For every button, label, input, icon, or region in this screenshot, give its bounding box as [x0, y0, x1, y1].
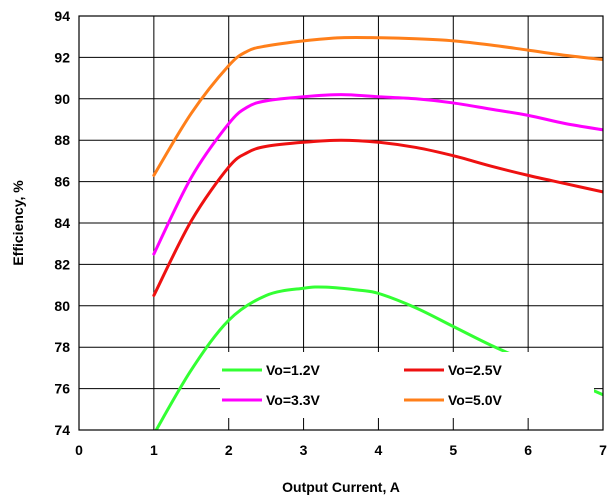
y-tick-label: 90 — [54, 91, 70, 107]
series-line-1 — [152, 138, 603, 297]
series-line-3 — [152, 35, 603, 177]
y-axis-title: Efficiency, % — [10, 180, 26, 266]
y-tick-label: 88 — [54, 132, 70, 148]
y-tick-label: 76 — [54, 381, 70, 397]
legend-background — [220, 352, 594, 418]
x-tick-label: 0 — [75, 442, 83, 458]
ticks-layer: 0 1 2 3 4 5 6 7 74 76 78 80 82 84 86 88 90 92 94 — [54, 8, 607, 458]
y-tick-label: 84 — [54, 215, 70, 231]
x-tick-label: 4 — [375, 442, 383, 458]
y-tick-label: 74 — [54, 422, 70, 438]
legend-label-1: Vo=2.5V — [448, 362, 502, 378]
plot-frame — [78, 15, 604, 431]
legend-label-3: Vo=5.0V — [448, 392, 502, 408]
legend: Vo=1.2V Vo=2.5V Vo=3.3V Vo=5.0V — [220, 352, 594, 418]
y-tick-label: 92 — [54, 49, 70, 65]
y-tick-label: 86 — [54, 174, 70, 190]
y-tick-label: 80 — [54, 298, 70, 314]
x-axis-title: Output Current, A — [282, 479, 400, 495]
y-tick-label: 78 — [54, 339, 70, 355]
y-tick-label: 82 — [54, 256, 70, 272]
x-tick-label: 5 — [449, 442, 457, 458]
x-tick-label: 2 — [225, 442, 233, 458]
y-tick-label: 94 — [54, 8, 70, 24]
legend-label-0: Vo=1.2V — [266, 362, 320, 378]
x-tick-label: 1 — [150, 442, 158, 458]
x-tick-label: 7 — [599, 442, 607, 458]
x-tick-label: 3 — [300, 442, 308, 458]
series-line-2 — [152, 93, 603, 256]
x-tick-label: 6 — [524, 442, 532, 458]
legend-label-2: Vo=3.3V — [266, 392, 320, 408]
